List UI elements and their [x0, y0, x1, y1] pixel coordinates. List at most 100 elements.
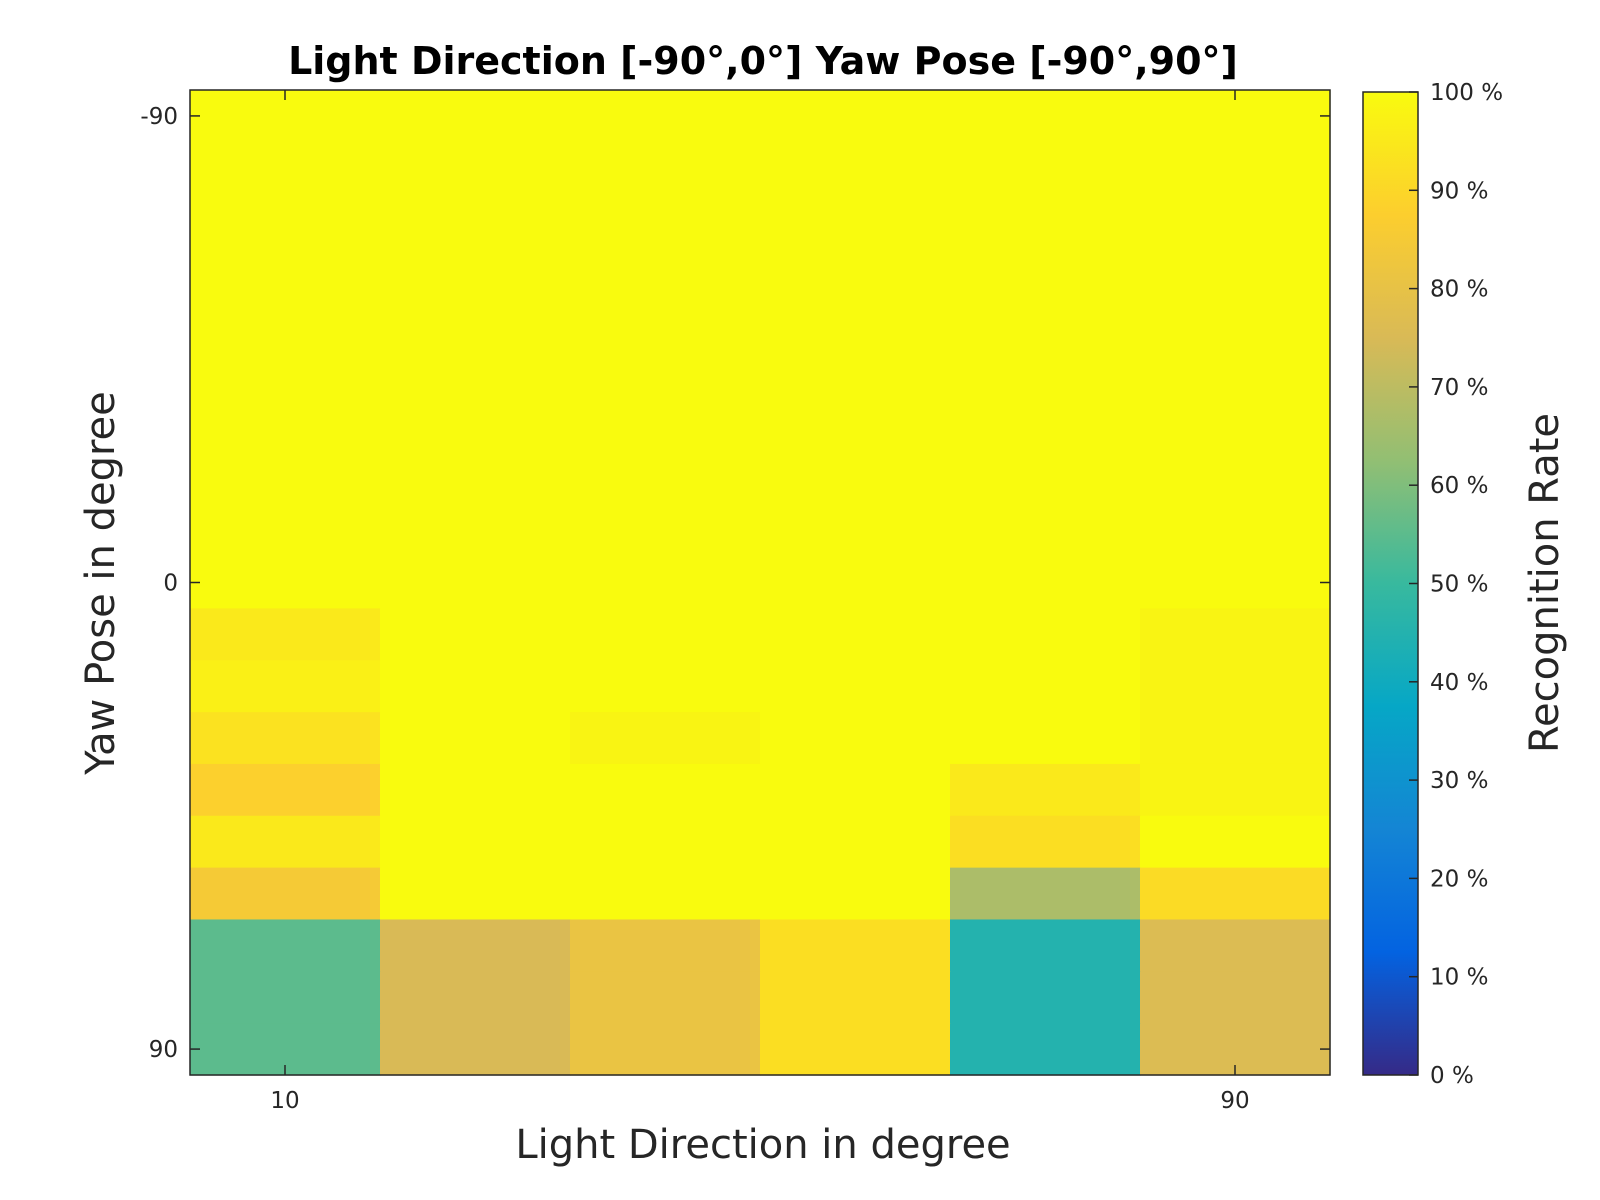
heatmap-cell	[760, 971, 951, 1024]
colorbar: 0 % 10 % 20 % 30 % 40 % 50 % 60 % 70 % 80 % 90 % 1…	[1362, 80, 1503, 1089]
x-axis-label: Light Direction in degree	[515, 1122, 1010, 1168]
x-tick-label: 10	[270, 1088, 299, 1114]
heatmap-cell	[380, 349, 571, 402]
heatmap-cell	[570, 452, 761, 506]
heatmap-cell	[190, 919, 381, 972]
heatmap-cell	[570, 919, 761, 972]
heatmap-cell	[950, 971, 1141, 1024]
heatmap-cell	[760, 401, 951, 454]
heatmap-cell	[570, 660, 761, 713]
heatmap-cell	[570, 556, 761, 610]
y-tick-label: 0	[163, 571, 178, 597]
heatmap-cell	[760, 141, 951, 195]
colorbar-tick-label: 60 %	[1430, 473, 1488, 499]
heatmap-cell	[760, 919, 951, 972]
heatmap-cell	[190, 401, 381, 454]
heatmap-cell	[190, 141, 381, 195]
colorbar-tick-label: 30 %	[1430, 768, 1488, 794]
heatmap-cell	[190, 297, 381, 350]
heatmap-cell	[380, 712, 571, 765]
heatmap-cell	[570, 90, 761, 143]
colorbar-tick-label: 10 %	[1430, 965, 1488, 991]
heatmap-cell	[380, 763, 571, 817]
heatmap-cell	[380, 504, 571, 558]
colorbar-tick-label: 100 %	[1430, 80, 1503, 106]
heatmap-cell	[570, 1023, 761, 1076]
heatmap-cell	[190, 867, 381, 921]
heatmap-cell	[570, 971, 761, 1024]
heatmap-cell	[570, 141, 761, 195]
heatmap-cell	[950, 297, 1141, 350]
colorbar-gradient	[1362, 91, 1419, 1076]
heatmap-cell	[950, 193, 1141, 247]
heatmap-cell	[1140, 660, 1331, 713]
heatmap-cell	[1140, 971, 1331, 1024]
heatmap-cell	[190, 815, 381, 869]
heatmap-cell	[190, 971, 381, 1024]
heatmap-cell	[760, 297, 951, 350]
heatmap-cell	[570, 815, 761, 869]
heatmap-cell	[950, 608, 1141, 661]
heatmap-cell	[380, 660, 571, 713]
heatmap-cell	[570, 297, 761, 350]
heatmap-cell	[760, 1023, 951, 1076]
x-tick-label: 90	[1220, 1088, 1249, 1114]
heatmap-cell	[1140, 504, 1331, 558]
heatmap-cell	[950, 763, 1141, 817]
heatmap-cell	[190, 349, 381, 402]
heatmap-cell	[1140, 141, 1331, 195]
heatmap-cell	[950, 556, 1141, 610]
heatmap-cell	[760, 193, 951, 247]
heatmap-cell	[760, 349, 951, 402]
heatmap-cell	[760, 556, 951, 610]
heatmap-cell	[190, 452, 381, 506]
heatmap-cell	[950, 141, 1141, 195]
heatmap-cell	[760, 452, 951, 506]
heatmap-cell	[950, 1023, 1141, 1076]
chart-title: Light Direction [-90°,0°] Yaw Pose [-90°…	[288, 39, 1238, 83]
heatmap-cell	[380, 245, 571, 298]
heatmap-cell	[190, 193, 381, 247]
heatmap-cell	[950, 452, 1141, 506]
colorbar-tick-label: 50 %	[1430, 572, 1488, 598]
heatmap-cell	[570, 245, 761, 298]
heatmap-cell	[1140, 867, 1331, 921]
heatmap-cell	[950, 245, 1141, 298]
heatmap-cell	[380, 867, 571, 921]
heatmap-cell	[760, 608, 951, 661]
heatmap-cell	[190, 556, 381, 610]
heatmap-cell	[380, 401, 571, 454]
heatmap-cell	[1140, 763, 1331, 817]
heatmap-cell	[760, 763, 951, 817]
heatmap-cell	[950, 90, 1141, 143]
heatmap-cell	[190, 712, 381, 765]
heatmap-cell	[380, 90, 571, 143]
heatmap-cell	[380, 608, 571, 661]
heatmap-cell	[950, 401, 1141, 454]
heatmap-cell	[760, 815, 951, 869]
heatmap-cell	[570, 763, 761, 817]
heatmap-cell	[1140, 193, 1331, 247]
heatmap-cell	[950, 815, 1141, 869]
heatmap-cell	[190, 660, 381, 713]
heatmap-cell	[1140, 452, 1331, 506]
heatmap-cell	[380, 919, 571, 972]
colorbar-tick-label: 70 %	[1430, 375, 1488, 401]
heatmap-cell	[950, 919, 1141, 972]
heatmap-cell	[380, 193, 571, 247]
heatmap-cell	[950, 660, 1141, 713]
heatmap-cell	[190, 763, 381, 817]
heatmap-cell	[570, 712, 761, 765]
heatmap-cells	[190, 90, 1331, 1076]
heatmap-cell	[1140, 349, 1331, 402]
y-tick-label: 90	[149, 1037, 178, 1063]
heatmap-cell	[380, 815, 571, 869]
heatmap-cell	[190, 608, 381, 661]
heatmap-cell	[950, 712, 1141, 765]
colorbar-tick-label: 80 %	[1430, 277, 1488, 303]
heatmap-cell	[380, 971, 571, 1024]
heatmap-cell	[570, 608, 761, 661]
heatmap-cell	[380, 297, 571, 350]
heatmap-cell	[380, 141, 571, 195]
